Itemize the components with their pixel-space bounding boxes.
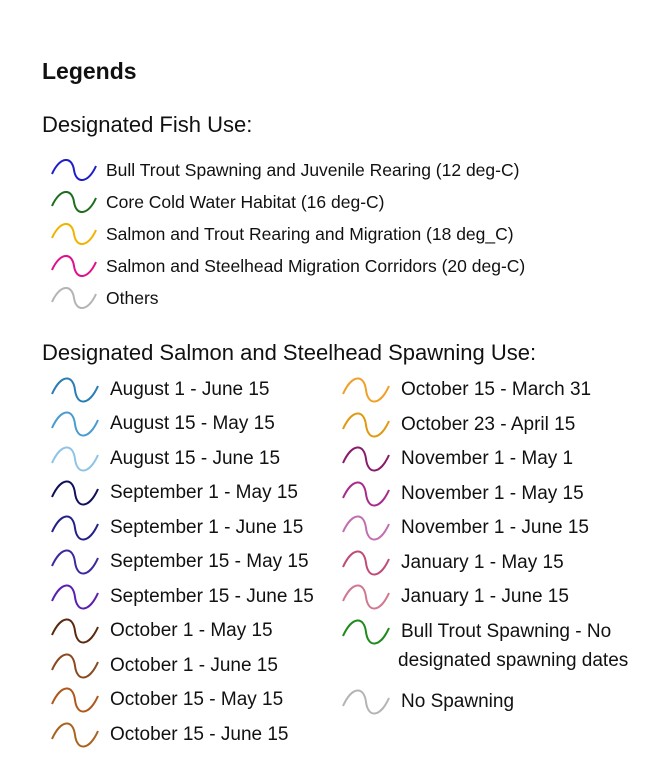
wave-line-icon	[51, 722, 99, 748]
spawning-use-heading: Designated Salmon and Steelhead Spawning…	[42, 340, 537, 365]
fish-use-item-others: Others	[50, 284, 159, 312]
fish-use-item-salmon-trout: Salmon and Trout Rearing and Migration (…	[50, 220, 514, 248]
spawning-item-bull-trout: Bull Trout Spawning - No designated spawn…	[341, 617, 628, 677]
fish-use-heading: Designated Fish Use:	[42, 112, 253, 137]
spawning-label: October 15 - June 15	[110, 724, 289, 745]
spawning-item: August 15 - May 15	[50, 408, 275, 440]
spawning-label: November 1 - May 15	[401, 483, 584, 504]
wave-line-icon	[51, 255, 97, 277]
wave-line-icon	[51, 584, 99, 610]
wave-line-icon	[51, 191, 97, 213]
fish-use-label: Core Cold Water Habitat (16 deg-C)	[106, 191, 385, 212]
spawning-item: November 1 - June 15	[341, 512, 589, 544]
wave-line-icon	[51, 480, 99, 506]
spawning-label-line: Bull Trout Spawning - No	[401, 621, 612, 642]
spawning-label: November 1 - June 15	[401, 517, 589, 538]
wave-line-icon	[342, 619, 390, 645]
wave-line-icon	[342, 550, 390, 576]
wave-line-icon	[51, 159, 97, 181]
wave-line-icon	[51, 653, 99, 679]
spawning-item: January 1 - June 15	[341, 581, 569, 613]
spawning-label: September 1 - May 15	[110, 482, 298, 503]
wave-line-icon	[342, 481, 390, 507]
spawning-item: November 1 - May 1	[341, 443, 573, 475]
fish-use-label: Others	[106, 287, 159, 308]
spawning-label: October 15 - March 31	[401, 379, 592, 400]
spawning-label: November 1 - May 1	[401, 448, 574, 469]
wave-line-icon	[342, 689, 390, 715]
spawning-item: January 1 - May 15	[341, 547, 564, 579]
wave-line-icon	[51, 515, 99, 541]
spawning-item: October 15 - March 31	[341, 374, 591, 406]
spawning-label-line: designated spawning dates	[398, 650, 629, 671]
spawning-label: October 1 - June 15	[110, 655, 278, 676]
wave-line-icon	[342, 377, 390, 403]
wave-line-icon	[51, 287, 97, 309]
spawning-item: October 1 - June 15	[50, 650, 278, 682]
wave-line-icon	[342, 584, 390, 610]
spawning-label: September 15 - May 15	[110, 551, 309, 572]
spawning-label: September 15 - June 15	[110, 586, 314, 607]
spawning-item: August 1 - June 15	[50, 374, 270, 406]
spawning-label: January 1 - May 15	[401, 552, 564, 573]
spawning-label: August 15 - June 15	[110, 448, 281, 469]
spawning-item: September 1 - June 15	[50, 512, 303, 544]
fish-use-item-bull-trout: Bull Trout Spawning and Juvenile Rearing…	[50, 156, 519, 184]
wave-line-icon	[342, 412, 390, 438]
wave-line-icon	[342, 446, 390, 472]
fish-use-label: Salmon and Steelhead Migration Corridors…	[106, 255, 526, 276]
spawning-item: August 15 - June 15	[50, 443, 280, 475]
wave-line-icon	[342, 515, 390, 541]
spawning-item: September 15 - June 15	[50, 581, 314, 613]
spawning-item: October 15 - May 15	[50, 684, 283, 716]
spawning-label: August 15 - May 15	[110, 413, 275, 434]
wave-line-icon	[51, 223, 97, 245]
fish-use-item-core-cold: Core Cold Water Habitat (16 deg-C)	[50, 188, 385, 216]
spawning-label: September 1 - June 15	[110, 517, 304, 538]
wave-line-icon	[51, 687, 99, 713]
spawning-item: No Spawning	[341, 686, 514, 718]
spawning-item: September 15 - May 15	[50, 546, 309, 578]
legend-title: Legends	[42, 58, 137, 84]
wave-line-icon	[51, 377, 99, 403]
spawning-label: No Spawning	[401, 691, 515, 712]
spawning-label: Bull Trout Spawning - No designated spawn…	[398, 617, 629, 675]
wave-line-icon	[51, 618, 99, 644]
spawning-item: September 1 - May 15	[50, 477, 298, 509]
spawning-item: October 1 - May 15	[50, 615, 273, 647]
fish-use-label: Salmon and Trout Rearing and Migration (…	[106, 223, 514, 244]
spawning-label: October 23 - April 15	[401, 414, 576, 435]
spawning-label: January 1 - June 15	[401, 586, 569, 607]
spawning-item: November 1 - May 15	[341, 478, 584, 510]
fish-use-item-migration: Salmon and Steelhead Migration Corridors…	[50, 252, 525, 280]
wave-line-icon	[51, 446, 99, 472]
spawning-label: October 15 - May 15	[110, 689, 284, 710]
spawning-label: October 1 - May 15	[110, 620, 273, 641]
spawning-item: October 23 - April 15	[341, 409, 575, 441]
wave-line-icon	[51, 411, 99, 437]
spawning-item: October 15 - June 15	[50, 719, 289, 751]
wave-line-icon	[51, 549, 99, 575]
fish-use-label: Bull Trout Spawning and Juvenile Rearing…	[106, 159, 520, 180]
spawning-label: August 1 - June 15	[110, 379, 270, 400]
